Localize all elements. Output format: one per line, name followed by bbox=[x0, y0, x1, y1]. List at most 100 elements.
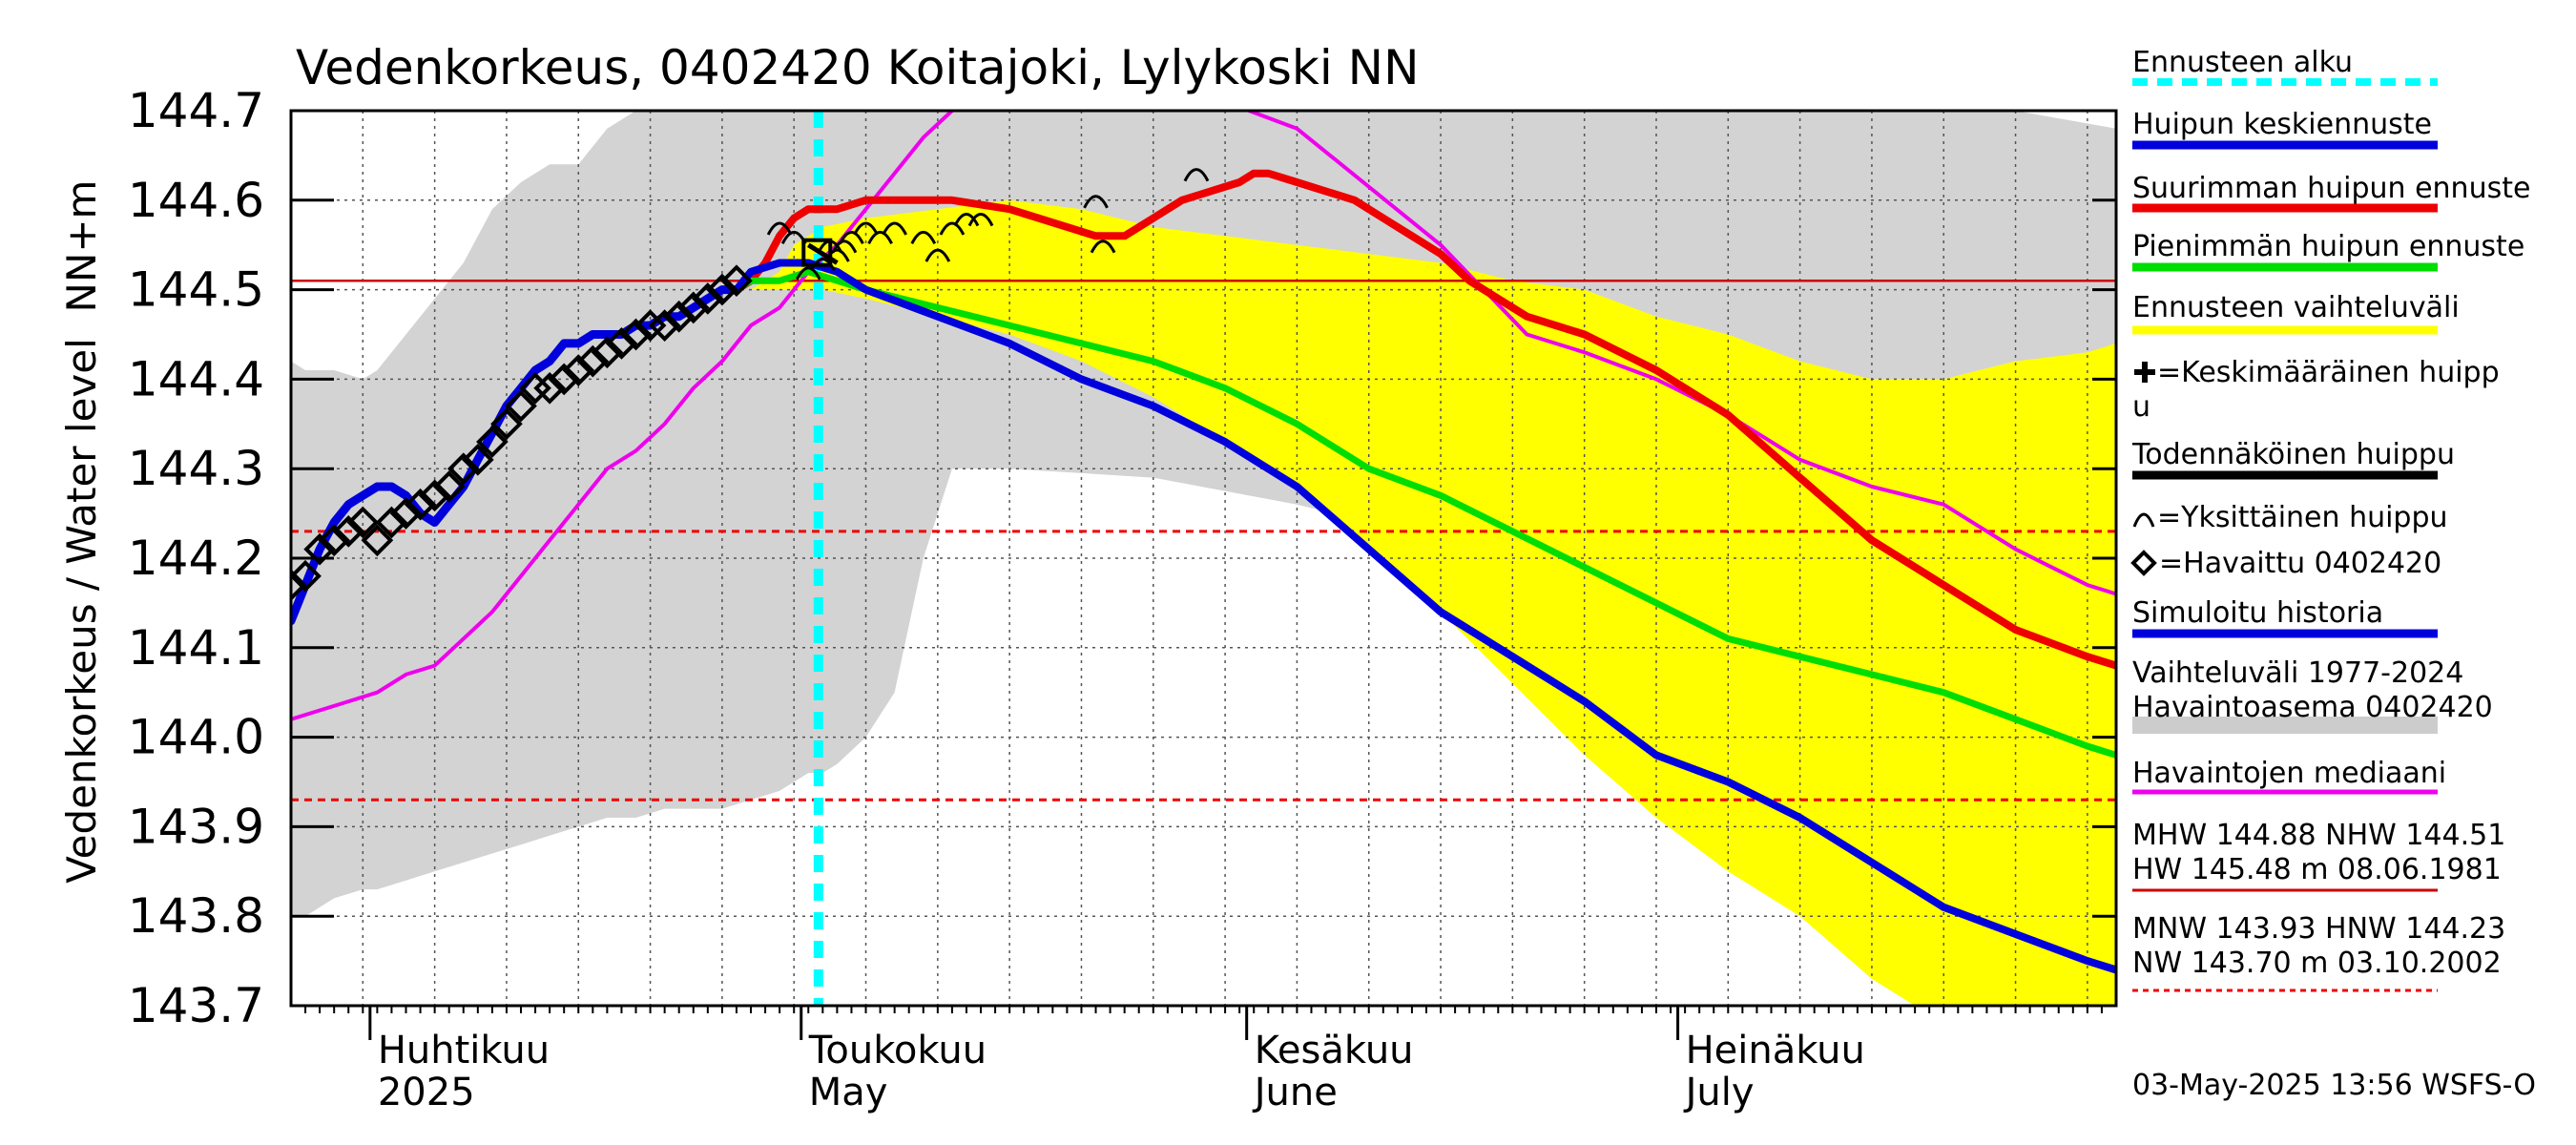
legend-item-6-label: Todennäköinen huippu bbox=[2131, 438, 2455, 471]
x-month-label-en: 2025 bbox=[378, 1071, 475, 1114]
y-tick-label: 144.4 bbox=[128, 351, 264, 406]
individual-peak-arc bbox=[867, 230, 893, 245]
markers bbox=[291, 168, 1210, 601]
observed-point bbox=[676, 291, 710, 324]
observed-point bbox=[291, 559, 322, 593]
legend-item-10-label2: Havaintoasema 0402420 bbox=[2132, 691, 2493, 724]
individual-peak-arc bbox=[839, 230, 864, 245]
observed-point bbox=[361, 524, 394, 557]
x-month-label-en: June bbox=[1252, 1071, 1338, 1114]
legend-item-4-label: Ennusteen vaihteluväli bbox=[2132, 291, 2460, 324]
observed-point bbox=[619, 318, 653, 351]
individual-peak-arc bbox=[924, 248, 951, 262]
y-tick-label: 144.3 bbox=[128, 441, 264, 496]
x-month-label-en: May bbox=[809, 1071, 888, 1114]
legend-item-0-label: Ennusteen alku bbox=[2132, 46, 2353, 79]
legend-item-12-label2: HW 145.48 m 08.06.1981 bbox=[2132, 853, 2502, 886]
legend-diamond-icon bbox=[2130, 550, 2157, 576]
observed-point bbox=[461, 443, 494, 476]
series-line-suurimman-huipun-ennuste bbox=[733, 169, 2116, 670]
y-axis-units: NN+m bbox=[58, 180, 105, 313]
observed-point bbox=[318, 524, 351, 557]
legend-item-3-label: Pienimmän huipun ennuste bbox=[2132, 230, 2524, 263]
x-month-label: Toukokuu bbox=[808, 1029, 987, 1072]
individual-peak-arc bbox=[1083, 195, 1109, 209]
legend-item-10-label: Vaihteluväli 1977-2024 bbox=[2132, 656, 2463, 690]
individual-peak-arc bbox=[953, 213, 980, 227]
observed-point bbox=[447, 452, 480, 486]
x-month-label-en: July bbox=[1683, 1071, 1755, 1114]
observed-point bbox=[291, 569, 307, 601]
individual-peak-arc bbox=[967, 213, 994, 227]
legend-item-12-label: MHW 144.88 NHW 144.51 bbox=[2132, 819, 2505, 852]
observed-point bbox=[432, 470, 466, 503]
observed-point bbox=[548, 363, 581, 396]
series-line-huipun-keskiennuste bbox=[733, 259, 2116, 974]
observed-point bbox=[476, 426, 509, 458]
legend-cross-icon bbox=[2134, 362, 2155, 383]
legend-item-13-label: MNW 143.93 HNW 144.23 bbox=[2132, 912, 2505, 946]
individual-peak-arc bbox=[1090, 239, 1116, 254]
observed-point bbox=[720, 264, 753, 298]
observed-point bbox=[519, 371, 551, 405]
y-tick-label: 144.2 bbox=[128, 531, 264, 586]
legend-item-11-label: Havaintojen mediaani bbox=[2132, 757, 2446, 790]
legend-item-5-label: =Keskimääräinen huipp bbox=[2157, 356, 2500, 389]
y-tick-label: 144.1 bbox=[128, 620, 264, 676]
y-tick-label: 144.6 bbox=[128, 173, 264, 228]
chart-title: Vedenkorkeus, 0402420 Koitajoki, Lylykos… bbox=[296, 40, 1419, 95]
observed-point bbox=[375, 506, 408, 539]
observed-point bbox=[691, 282, 724, 315]
individual-peak-arc bbox=[910, 230, 937, 245]
observed-point bbox=[490, 407, 523, 441]
observed-point bbox=[346, 506, 380, 539]
individual-peak-arc bbox=[1183, 168, 1210, 182]
individual-peak-arc bbox=[809, 258, 836, 272]
legend-item-9-label: Simuloitu historia bbox=[2132, 596, 2383, 630]
y-tick-label: 144.0 bbox=[128, 710, 264, 765]
observed-point bbox=[662, 300, 696, 333]
historical-range-band bbox=[291, 111, 2116, 917]
observed-point bbox=[404, 488, 437, 521]
observed-point bbox=[706, 273, 738, 306]
observed-point bbox=[505, 389, 537, 423]
y-tick-label: 144.5 bbox=[128, 262, 264, 318]
legend-item-13-label2: NW 143.70 m 03.10.2002 bbox=[2132, 947, 2502, 980]
individual-peak-arc bbox=[853, 221, 879, 236]
individual-peak-arc bbox=[882, 221, 907, 236]
y-tick-label: 143.9 bbox=[128, 799, 264, 854]
individual-peak-arc bbox=[766, 221, 793, 236]
series-lines bbox=[291, 111, 2116, 974]
legend-item-2-label: Suurimman huipun ennuste bbox=[2132, 172, 2530, 205]
observed-point bbox=[533, 371, 566, 405]
probable-peak-line bbox=[806, 242, 839, 265]
x-month-label: Kesäkuu bbox=[1255, 1029, 1414, 1072]
series-line-simuloitu-historia bbox=[291, 285, 741, 626]
legend: Ennusteen alku Huipun keskiennuste Suurimm… bbox=[2130, 46, 2530, 992]
observed-point bbox=[605, 327, 638, 360]
individual-peak-arc bbox=[939, 221, 966, 236]
legend-arc-icon bbox=[2132, 512, 2155, 528]
probable-peak-box bbox=[801, 238, 833, 267]
y-tick-label: 144.7 bbox=[128, 83, 264, 138]
y-tick-label: 143.7 bbox=[128, 978, 264, 1033]
observed-point bbox=[648, 309, 681, 342]
observed-point bbox=[576, 344, 610, 378]
individual-peak-arc bbox=[795, 266, 821, 281]
axes: 144.7 144.6 144.5 144.4 144.3 144.2 144.1 144.0… bbox=[128, 83, 2118, 1114]
observed-point bbox=[389, 497, 423, 530]
legend-item-7-label: =Yksittäinen huippu bbox=[2157, 501, 2448, 534]
series-line-pienimm-n-huipun-ennuste bbox=[733, 268, 2116, 759]
legend-item-5-label2: u bbox=[2132, 390, 2150, 424]
y-axis-label: Vedenkorkeus / Water level bbox=[58, 338, 105, 884]
legend-item-8-label: =Havaittu 0402420 bbox=[2159, 547, 2441, 580]
observed-point bbox=[562, 354, 595, 386]
observed-point bbox=[634, 309, 667, 342]
observed-point bbox=[332, 515, 365, 548]
x-month-label: Heinäkuu bbox=[1686, 1029, 1865, 1072]
y-tick-label: 143.8 bbox=[128, 888, 264, 944]
individual-peak-arc bbox=[831, 239, 858, 254]
observed-point bbox=[303, 532, 336, 566]
legend-item-1-label: Huipun keskiennuste bbox=[2132, 108, 2432, 141]
